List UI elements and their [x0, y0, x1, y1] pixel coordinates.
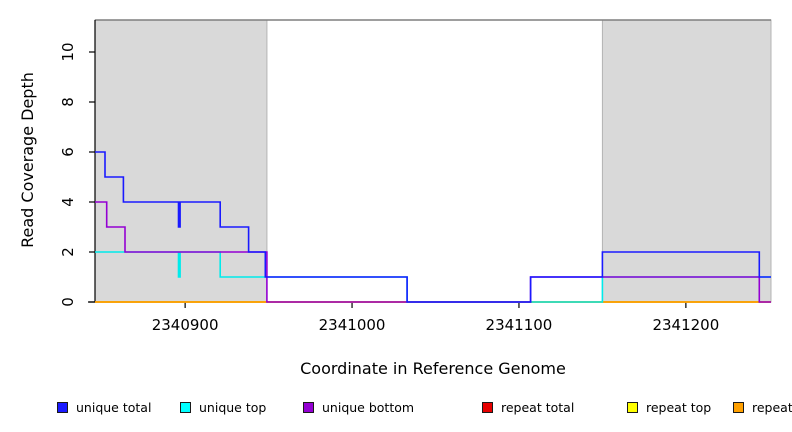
y-axis-title: Read Coverage Depth	[18, 72, 37, 248]
x-tick-label: 2340900	[152, 316, 219, 334]
series-line-unique-total	[95, 151, 771, 303]
y-tick-label: 8	[59, 97, 77, 107]
y-tick-label: 10	[59, 42, 77, 61]
y-tick-label: 6	[59, 147, 77, 157]
y-tick-label: 2	[59, 247, 77, 257]
y-tick-label: 4	[59, 197, 77, 207]
x-tick-label: 2341000	[319, 316, 386, 334]
series-line-unique-top	[95, 251, 771, 303]
repeat-region-shade	[601, 19, 772, 303]
x-axis-title: Coordinate in Reference Genome	[300, 359, 566, 378]
x-tick-label: 2341100	[486, 316, 553, 334]
y-tick-label: 0	[59, 297, 77, 307]
x-tick-label: 2341200	[652, 316, 719, 334]
repeat-region-shade	[94, 19, 268, 303]
